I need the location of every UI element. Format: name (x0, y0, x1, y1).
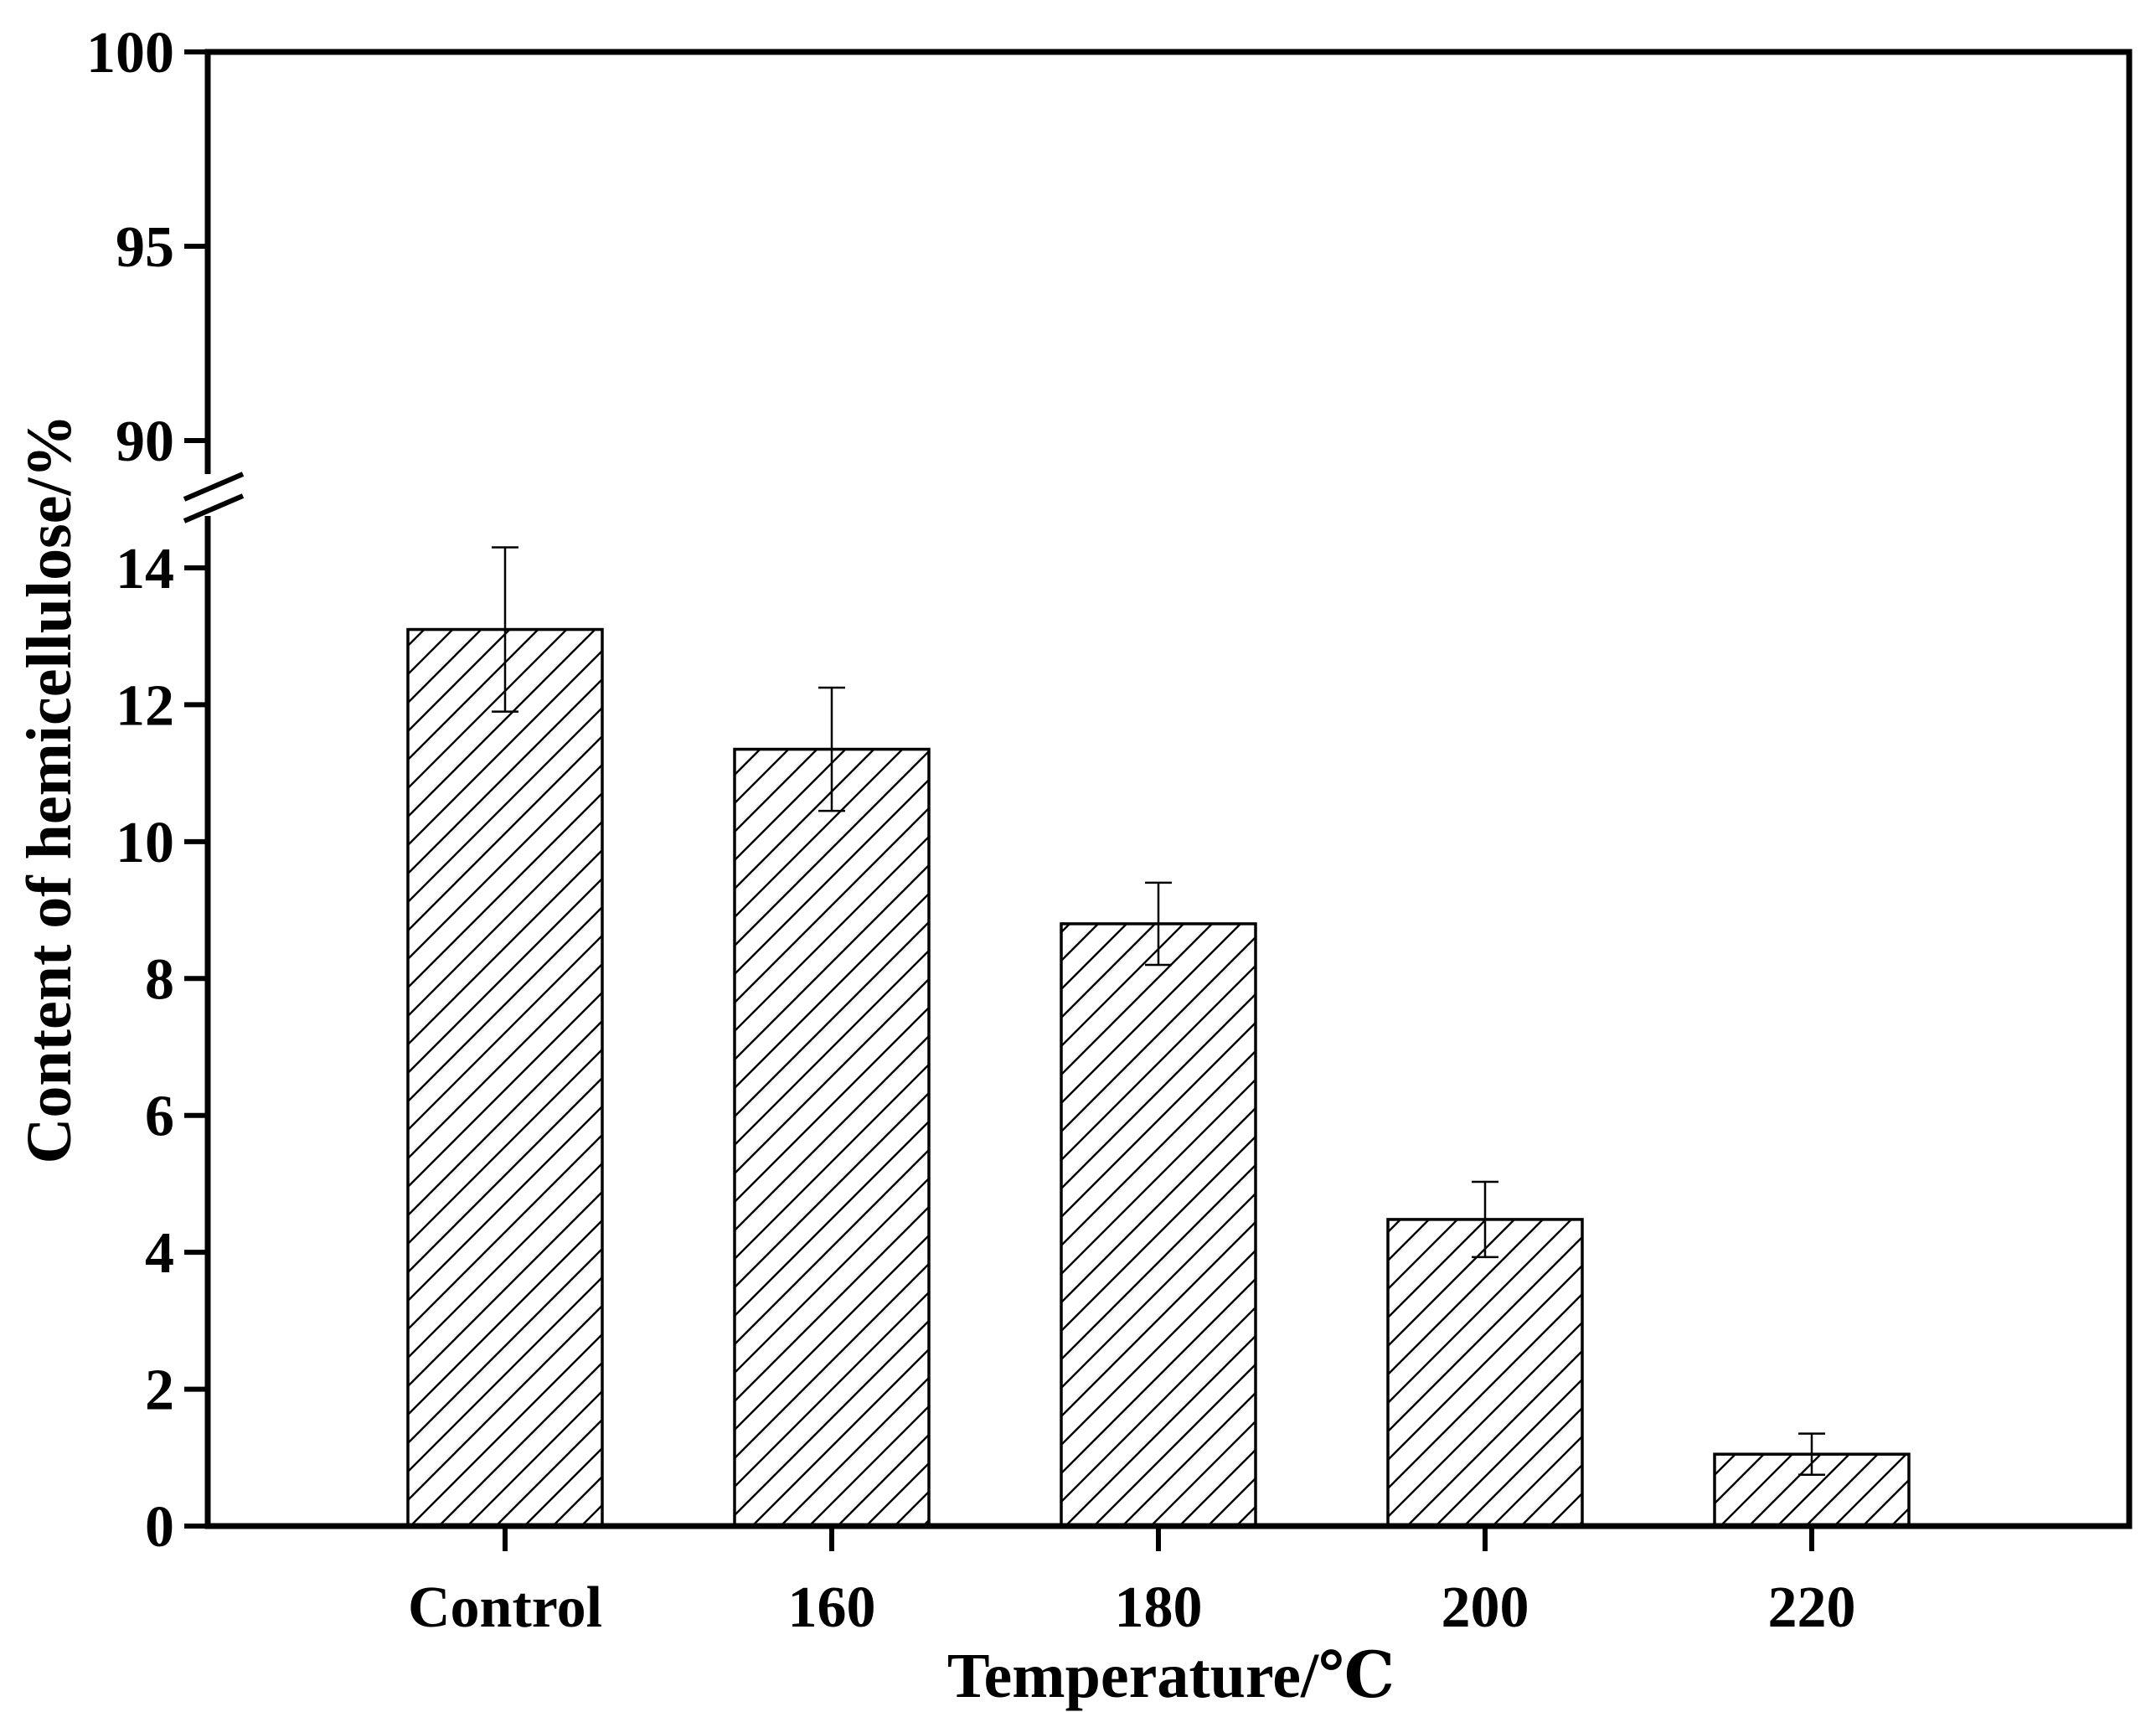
y-tick-6: 6 (145, 1085, 208, 1149)
y-axis-title: Content of hemicellulose/% (14, 414, 85, 1163)
svg-text:0: 0 (145, 1495, 174, 1560)
error-bar-160 (818, 686, 845, 812)
y-tick-100: 100 (86, 21, 208, 85)
x-axis-title: Temperature/℃ (947, 1641, 1395, 1711)
y-axis-ticks: 0 2 4 6 8 10 12 14 90 95 100 (86, 21, 208, 1560)
error-bar-Control (492, 546, 518, 713)
x-tick-180: 180 (1115, 1526, 1203, 1640)
x-tick-200: 200 (1442, 1526, 1529, 1640)
svg-text:100: 100 (86, 21, 174, 85)
bar-180 (1060, 922, 1257, 1528)
y-tick-12: 12 (116, 673, 208, 738)
svg-text:6: 6 (145, 1085, 174, 1149)
y-tick-2: 2 (145, 1359, 208, 1423)
svg-text:4: 4 (145, 1221, 174, 1286)
bars-group (406, 627, 1911, 1528)
svg-text:90: 90 (116, 410, 174, 474)
x-tick-220: 220 (1768, 1526, 1856, 1640)
y-tick-90: 90 (116, 410, 208, 474)
svg-text:2: 2 (145, 1359, 174, 1423)
error-bar-200 (1472, 1180, 1498, 1259)
bar-Control (406, 627, 604, 1528)
svg-text:8: 8 (145, 947, 174, 1012)
y-tick-8: 8 (145, 947, 208, 1012)
y-tick-14: 14 (116, 537, 208, 601)
error-bars-group (492, 546, 1825, 1476)
svg-text:12: 12 (116, 673, 174, 738)
axis-break-mark (183, 472, 245, 523)
svg-text:14: 14 (116, 537, 174, 601)
x-tick-Control: Control (408, 1526, 602, 1640)
svg-text:220: 220 (1768, 1575, 1856, 1640)
svg-text:160: 160 (788, 1575, 876, 1640)
y-tick-10: 10 (116, 811, 208, 875)
svg-text:10: 10 (116, 811, 174, 875)
error-bar-180 (1145, 881, 1172, 967)
error-bar-220 (1798, 1432, 1825, 1476)
y-tick-0: 0 (145, 1495, 208, 1560)
svg-text:180: 180 (1115, 1575, 1203, 1640)
bar-160 (733, 747, 931, 1528)
svg-text:Control: Control (408, 1575, 602, 1640)
bar-200 (1386, 1218, 1584, 1528)
y-tick-4: 4 (145, 1221, 208, 1286)
svg-text:200: 200 (1442, 1575, 1529, 1640)
y-tick-95: 95 (116, 215, 208, 280)
svg-text:95: 95 (116, 215, 174, 280)
x-tick-160: 160 (788, 1526, 876, 1640)
x-axis-ticks: Control 160 180 200 220 (408, 1526, 1856, 1640)
